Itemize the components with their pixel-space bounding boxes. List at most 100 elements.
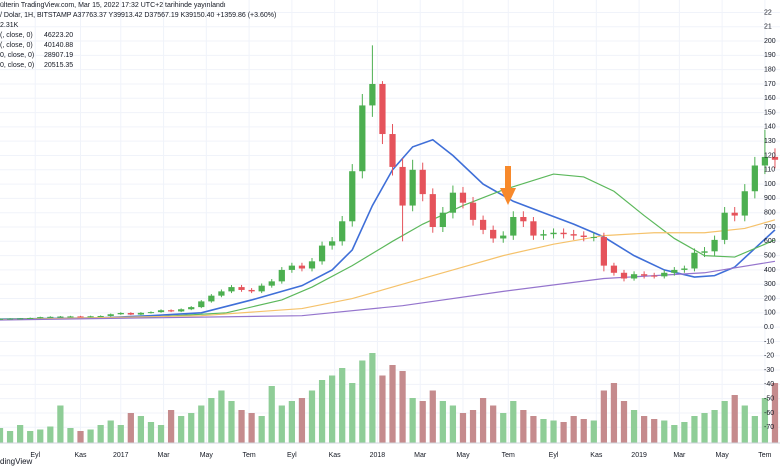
x-tick-label: Kas bbox=[74, 452, 87, 459]
legend-value: 28907.19 bbox=[44, 52, 73, 59]
volume-bar bbox=[137, 416, 145, 443]
moving-averages bbox=[0, 138, 776, 321]
x-tick-label: Eyl bbox=[30, 452, 40, 459]
volume-bar bbox=[67, 428, 74, 443]
candle-body bbox=[97, 315, 104, 317]
volume-bar bbox=[0, 428, 4, 443]
y-tick-label: 120 bbox=[764, 152, 776, 159]
candle-body bbox=[17, 318, 24, 320]
volume-bar bbox=[399, 371, 406, 443]
candle-body bbox=[248, 289, 255, 292]
x-tick-label: Kas bbox=[590, 452, 603, 459]
x-tick-label: 2018 bbox=[370, 452, 386, 459]
volume-bar bbox=[701, 413, 708, 443]
volume-bar bbox=[198, 405, 205, 443]
y-tick-label: 200 bbox=[764, 38, 776, 45]
candle-body bbox=[238, 287, 245, 290]
y-tick-label: -20 bbox=[764, 353, 774, 360]
x-tick-label: Mar bbox=[673, 452, 686, 459]
candle-body bbox=[469, 202, 477, 220]
y-tick-label: 400 bbox=[764, 267, 776, 274]
volume-bar bbox=[167, 410, 175, 443]
candle-body bbox=[610, 265, 618, 273]
volume-bar bbox=[298, 398, 306, 443]
candle-body bbox=[661, 272, 668, 277]
volume-bar bbox=[751, 416, 758, 443]
candle-body bbox=[520, 216, 527, 222]
candle-body bbox=[570, 234, 577, 236]
candle-body bbox=[620, 272, 628, 279]
candle-body bbox=[671, 269, 678, 273]
legend-value: 40140.88 bbox=[44, 42, 73, 49]
candle-body bbox=[379, 83, 386, 135]
volume-bar bbox=[540, 419, 547, 443]
axes: 22 21 200 190 180 170 160 150 140 130 120 110 100 900… bbox=[30, 9, 775, 459]
volume-bar bbox=[520, 410, 527, 443]
candle-body bbox=[389, 134, 396, 167]
y-tick-label: 110 bbox=[764, 167, 775, 174]
volume-bar bbox=[87, 429, 94, 443]
publish-info: ülterin TradingView.com, Mar 15, 2022 17… bbox=[0, 2, 226, 9]
candle-body bbox=[107, 314, 114, 316]
candle-body bbox=[449, 192, 457, 213]
candle-body bbox=[479, 219, 487, 230]
candle-body bbox=[721, 212, 728, 240]
candles bbox=[0, 45, 779, 320]
candle-body bbox=[349, 171, 356, 222]
candle-body bbox=[510, 216, 517, 236]
candle-body bbox=[771, 156, 779, 160]
candle-body bbox=[490, 229, 497, 239]
candle-body bbox=[127, 312, 134, 315]
candle-body bbox=[691, 252, 698, 269]
volume-bar bbox=[349, 383, 356, 443]
candle-body bbox=[600, 237, 607, 266]
y-tick-label: 180 bbox=[764, 67, 776, 74]
candle-body bbox=[6, 318, 14, 320]
candle-body bbox=[167, 310, 175, 312]
volume-bar bbox=[490, 405, 497, 443]
legend-value: 20515.35 bbox=[44, 62, 73, 69]
y-tick-label: 700 bbox=[764, 224, 776, 231]
volume-pane bbox=[0, 353, 779, 443]
volume-bar bbox=[238, 410, 245, 443]
volume-bar bbox=[318, 380, 326, 443]
volume-bar bbox=[6, 431, 14, 443]
candle-body bbox=[117, 312, 124, 315]
volume-bar bbox=[641, 416, 648, 443]
legend-name: 0, close, 0) bbox=[0, 62, 34, 69]
volume-bar bbox=[449, 405, 457, 443]
candle-body bbox=[228, 287, 235, 292]
candle-body bbox=[459, 192, 467, 203]
volume-bar bbox=[439, 401, 446, 443]
candle-body bbox=[288, 265, 295, 270]
volume-bar bbox=[711, 410, 718, 443]
volume-bar bbox=[459, 413, 467, 443]
volume-bar bbox=[369, 353, 376, 443]
candle-body bbox=[208, 295, 215, 302]
candle-body bbox=[641, 274, 648, 276]
volume-bar bbox=[258, 416, 265, 443]
y-tick-label: 130 bbox=[764, 138, 776, 145]
candle-body bbox=[550, 232, 557, 235]
volume-bar bbox=[429, 390, 436, 443]
legend: ülterin TradingView.com, Mar 15, 2022 17… bbox=[0, 2, 276, 69]
candle-body bbox=[77, 316, 84, 318]
x-tick-label: Tem bbox=[502, 452, 515, 459]
y-tick-label: -50 bbox=[764, 396, 774, 403]
arrow-annotation bbox=[500, 166, 516, 205]
symbol-info: / Dolar, 1H, BITSTAMP A37763.37 Y39913.4… bbox=[0, 12, 276, 19]
y-tick-label: 21 bbox=[764, 24, 772, 31]
candle-body bbox=[67, 316, 74, 318]
volume-bar bbox=[691, 416, 698, 443]
volume-bar bbox=[530, 416, 537, 443]
candle-body bbox=[580, 235, 587, 238]
volume-bar bbox=[218, 390, 225, 443]
volume-bar bbox=[671, 425, 678, 443]
candle-body bbox=[268, 281, 275, 286]
y-tick-label: 160 bbox=[764, 95, 776, 102]
volume-bar bbox=[741, 405, 748, 443]
candle-body bbox=[27, 317, 34, 319]
candle-body bbox=[178, 309, 185, 312]
volume-bar bbox=[600, 390, 607, 443]
